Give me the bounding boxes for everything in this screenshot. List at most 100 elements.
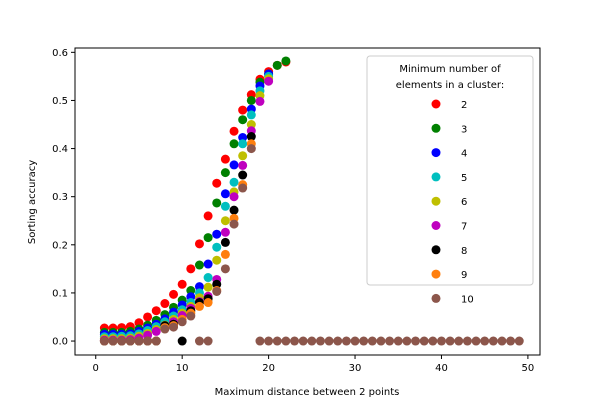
marker-series-7 [220,227,230,237]
marker-series-3 [281,56,291,66]
marker-series-3 [220,168,230,178]
marker-series-9 [203,298,213,308]
marker-series-10 [99,336,109,346]
x-tick-label: 10 [176,363,189,374]
marker-series-10 [307,336,317,346]
marker-series-7 [229,192,239,202]
marker-series-10 [333,336,343,346]
marker-series-10 [246,144,256,154]
y-axis-ticks: 0.0 0.1 0.2 0.3 0.4 0.5 0.6 [52,48,75,348]
marker-series-10 [212,286,222,296]
marker-series-4 [229,160,239,170]
plot-frame [74,47,541,356]
y-tick-label: 0.3 [52,192,68,203]
marker-series-2 [203,211,213,221]
legend-title-line2: elements in a cluster: [396,80,504,91]
marker-series-2 [160,299,170,309]
marker-series-10 [255,336,265,346]
x-tick-label: 30 [349,363,362,374]
legend-marker-5 [431,172,441,182]
marker-series-10 [359,336,369,346]
marker-series-10 [281,336,291,346]
legend-marker-2 [431,99,441,109]
marker-series-10 [177,317,187,327]
marker-series-10 [341,336,351,346]
marker-series-7 [255,96,265,106]
marker-series-10 [402,336,412,346]
marker-series-2 [169,289,179,299]
y-tick-label: 0.4 [52,144,68,155]
x-tick-label: 20 [262,363,275,374]
marker-series-10 [203,336,213,346]
marker-series-10 [411,336,421,346]
marker-series-10 [272,336,282,346]
marker-series-9 [194,301,204,311]
marker-series-3 [194,260,204,270]
marker-series-2 [134,318,144,328]
marker-series-5 [238,139,248,149]
legend-marker-4 [431,148,441,158]
marker-series-5 [246,110,256,120]
marker-series-10 [125,336,135,346]
marker-series-10 [151,336,161,346]
legend-box [366,55,534,286]
marker-series-6 [203,282,213,292]
marker-series-10 [264,336,274,346]
marker-series-8 [220,237,230,247]
marker-series-2 [229,126,239,136]
data-markers [99,56,524,346]
legend-label-10: 10 [461,294,474,305]
marker-series-6 [238,151,248,161]
legend: Minimum number of elements in a cluster:… [366,55,534,305]
y-tick-label: 0.5 [52,96,68,107]
marker-series-10 [143,336,153,346]
marker-series-9 [220,249,230,259]
marker-series-7 [264,76,274,86]
marker-series-10 [428,336,438,346]
legend-marker-7 [431,221,441,230]
marker-series-3 [246,95,256,105]
y-tick-label: 0.1 [52,288,68,299]
marker-series-8 [229,205,239,215]
marker-series-2 [151,306,161,316]
marker-series-10 [462,336,472,346]
y-axis-label: Sorting accuracy [27,160,38,244]
marker-series-8 [212,279,222,289]
marker-series-10 [108,336,118,346]
legend-label-8: 8 [461,246,467,257]
y-tick-label: 0.2 [52,240,68,251]
x-tick-label: 0 [93,363,99,374]
x-tick-label: 40 [435,363,448,374]
marker-series-2 [143,312,153,322]
marker-series-3 [212,198,222,208]
legend-marker-9 [431,269,441,279]
marker-series-10 [238,183,248,193]
marker-series-4 [194,282,204,292]
y-tick-label: 0.6 [52,48,68,59]
marker-series-3 [186,286,196,296]
legend-label-2: 2 [461,100,467,111]
marker-series-10 [160,324,170,334]
marker-series-5 [220,201,230,211]
marker-series-5 [203,273,213,283]
marker-series-3 [229,139,239,149]
marker-series-10 [220,264,230,274]
marker-series-2 [212,178,222,188]
marker-series-10 [506,336,516,346]
marker-series-10 [324,336,334,346]
y-tick-label: 0.0 [52,337,68,348]
legend-label-5: 5 [461,173,467,184]
marker-series-3 [238,115,248,125]
marker-series-8 [238,170,248,180]
legend-marker-6 [431,196,441,206]
marker-series-10 [117,336,127,346]
marker-series-10 [134,336,144,346]
marker-series-3 [203,233,213,243]
marker-series-8 [246,132,256,142]
marker-series-10 [497,336,507,346]
x-tick-label: 50 [522,363,535,374]
marker-series-10 [315,336,325,346]
marker-series-7 [238,160,248,170]
legend-label-4: 4 [461,149,467,160]
marker-series-2 [238,105,248,115]
